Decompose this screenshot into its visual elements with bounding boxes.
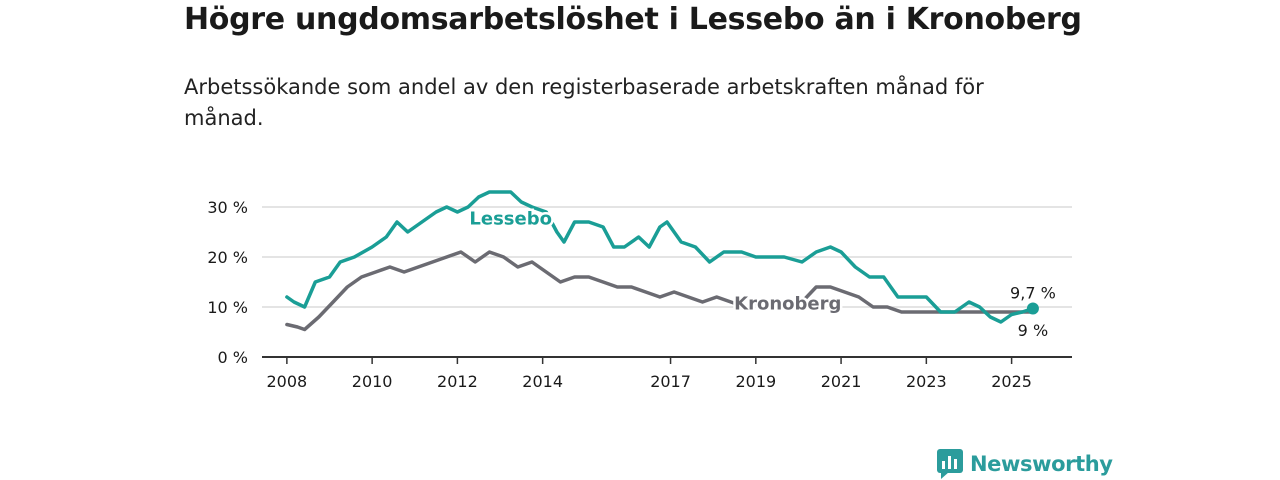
chart-bubble-icon: [937, 449, 963, 479]
x-tick-label: 2008: [267, 372, 308, 391]
end-value-label-kronoberg: 9 %: [1018, 321, 1048, 340]
x-tick-label: 2023: [906, 372, 947, 391]
series-line-kronoberg: [285, 250, 1035, 332]
y-tick-label: 0 %: [218, 348, 248, 367]
x-tick-label: 2021: [821, 372, 862, 391]
y-tick-label: 20 %: [207, 248, 248, 267]
x-tick-label: 2010: [352, 372, 393, 391]
chart-title: Högre ungdomsarbetslöshet i Lessebo än i…: [184, 2, 1082, 37]
x-tick-label: 2019: [735, 372, 776, 391]
series-label-lessebo: Lessebo: [469, 209, 552, 230]
chart-subtitle: Arbetssökande som andel av den registerb…: [184, 75, 984, 130]
series-line-lessebo: [285, 190, 1035, 324]
x-tick-label: 2012: [437, 372, 478, 391]
brand-logo[interactable]: Newsworthy: [937, 449, 1113, 479]
y-tick-label: 10 %: [207, 298, 248, 317]
x-tick-label: 2025: [991, 372, 1032, 391]
brand-name: Newsworthy: [970, 452, 1113, 476]
y-axis-ticks: 0 % 10 % 20 % 30 %: [207, 198, 248, 367]
x-axis-ticks: 2008 2010 2012 2014 2017 2019 2021 2023 2025: [267, 357, 1032, 391]
y-tick-label: 30 %: [207, 198, 248, 217]
end-value-label-lessebo: 9,7 %: [1010, 284, 1056, 303]
series-lines: [285, 190, 1035, 332]
x-tick-label: 2017: [650, 372, 691, 391]
end-point-marker: [1026, 302, 1039, 315]
series-label-kronoberg: Kronoberg: [734, 294, 841, 315]
x-tick-label: 2014: [522, 372, 563, 391]
